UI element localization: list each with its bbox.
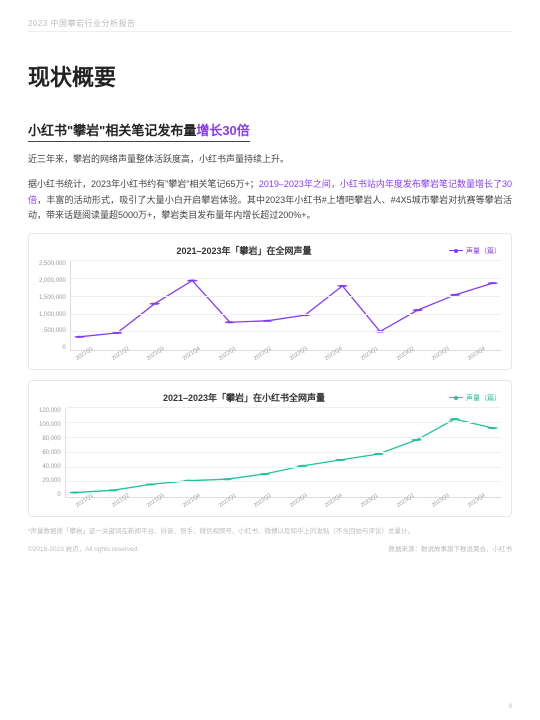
chart-2-legend: 声量（篇） — [449, 393, 501, 403]
footer: ©2016-2023 岩点，All rights reserved. 数据来源：… — [28, 543, 512, 553]
chart-2-plot — [65, 408, 501, 498]
chart-1-line — [71, 261, 501, 350]
legend-marker-icon — [449, 250, 463, 251]
chart-1-title: 2021–2023年「攀岩」在全网声量 — [39, 244, 449, 257]
heading-text-a: 小红书"攀岩"相关笔记发布量 — [28, 123, 196, 138]
body-c: ，丰富的活动形式，吸引了大量小白开启攀岩体验。其中2023年小红书#上墙吧攀岩人… — [28, 195, 512, 220]
page-number: 9 — [509, 704, 512, 710]
chart-1: 2021–2023年「攀岩」在全网声量 声量（篇） 0500,0001,000,… — [28, 233, 512, 370]
chart-2-title: 2021–2023年「攀岩」在小红书全网声量 — [39, 391, 449, 404]
data-source: 数据来源：数说故事旗下数说聚合、小红书 — [389, 543, 513, 553]
body-a: 据小红书统计，2023年小红书约有"攀岩"相关笔记65万+； — [28, 179, 259, 189]
heading-text-b: 增长30倍 — [196, 123, 249, 138]
chart-1-legend: 声量（篇） — [449, 246, 501, 256]
page-title: 现状概要 — [28, 60, 512, 92]
legend-marker-icon — [449, 397, 463, 398]
section-heading: 小红书"攀岩"相关笔记发布量增长30倍 — [28, 120, 250, 142]
chart-2-y-axis: 020,00040,00060,00080,000100,000120,000 — [39, 408, 65, 498]
chart-1-x-axis: 2021Q12021Q22021Q32021Q42022Q12022Q22022… — [75, 357, 501, 363]
header-breadcrumb: 2023 中国攀岩行业分析报告 — [28, 18, 512, 32]
chart-1-y-axis: 0500,0001,000,0001,500,0002,000,0002,500… — [39, 261, 70, 351]
chart-2-legend-label: 声量（篇） — [466, 393, 501, 403]
chart-2-x-axis: 2021Q12021Q22021Q32021Q42022Q12022Q22022… — [75, 504, 501, 510]
chart-1-legend-label: 声量（篇） — [466, 246, 501, 256]
chart-2: 2021–2023年「攀岩」在小红书全网声量 声量（篇） 020,00040,0… — [28, 380, 512, 517]
chart-1-plot — [70, 261, 501, 351]
intro-paragraph: 近三年来，攀岩的网络声量整体活跃度高，小红书声量持续上升。 — [28, 152, 512, 167]
body-paragraph: 据小红书统计，2023年小红书约有"攀岩"相关笔记65万+；2019–2023年… — [28, 177, 512, 223]
footnote: *声量数据按「攀岩」这一关键词在新闻平台、抖音、快手、微信视频号、小红书、微博以… — [28, 527, 512, 537]
copyright: ©2016-2023 岩点，All rights reserved. — [28, 543, 139, 553]
